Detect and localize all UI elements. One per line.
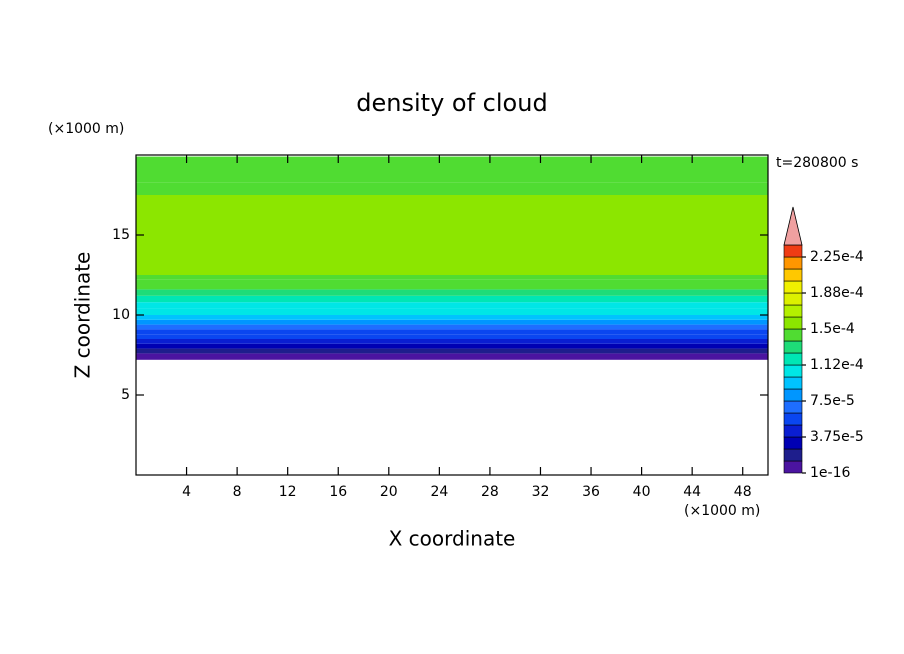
colorbar-box (783, 364, 803, 378)
contour-band (136, 195, 768, 275)
x-tick-label: 48 (734, 484, 752, 500)
colorbar-tick-label: 2.25e-4 (810, 249, 864, 265)
x-tick-label: 40 (633, 484, 651, 500)
x-tick-label: 16 (329, 484, 347, 500)
x-tick-label: 20 (380, 484, 398, 500)
x-tick-label: 44 (683, 484, 701, 500)
contour-band (136, 302, 768, 309)
colorbar-box (783, 436, 803, 450)
colorbar-tick-label: 1.12e-4 (810, 357, 864, 373)
colorbar-tick-label: 1e-16 (810, 465, 850, 481)
x-tick-label: 36 (582, 484, 600, 500)
colorbar-box (783, 292, 803, 306)
contour-band (136, 353, 768, 360)
contour-band (136, 308, 768, 315)
chart-title: density of cloud (356, 89, 547, 117)
contour-band (136, 295, 768, 303)
x-tick-label: 28 (481, 484, 499, 500)
x-tick-label: 4 (182, 484, 191, 500)
colorbar-box (783, 388, 803, 402)
colorbar-tick-label: 3.75e-5 (810, 429, 864, 445)
colorbar-extension (783, 206, 803, 246)
contour-band (136, 156, 768, 183)
colorbar-box (783, 400, 803, 414)
x-tick-label: 8 (233, 484, 242, 500)
colorbar-tick-label: 1.88e-4 (810, 285, 864, 301)
colorbar-box (783, 268, 803, 282)
y-unit: (×1000 m) (48, 121, 124, 137)
colorbar-box (783, 304, 803, 318)
contour-band (136, 348, 768, 354)
contour-band (136, 319, 768, 325)
colorbar-box (783, 328, 803, 342)
contour-band (136, 279, 768, 290)
x-unit: (×1000 m) (684, 503, 760, 519)
colorbar-box (783, 352, 803, 366)
colorbar-box (783, 316, 803, 330)
x-tick-label: 12 (279, 484, 297, 500)
y-tick-label: 5 (121, 387, 130, 403)
time-label: t=280800 s (776, 155, 858, 171)
x-axis-label: X coordinate (389, 527, 516, 551)
x-tick-label: 24 (430, 484, 448, 500)
colorbar-box (783, 412, 803, 426)
x-tick-label: 32 (532, 484, 550, 500)
colorbar-tick-label: 1.5e-4 (810, 321, 855, 337)
colorbar-box (783, 340, 803, 354)
colorbar-box (783, 244, 803, 258)
contour-band (136, 315, 768, 320)
colorbar-box (783, 256, 803, 270)
colorbar-box (783, 280, 803, 294)
contour-band (136, 339, 768, 344)
y-tick-label: 15 (112, 227, 130, 243)
contour-band (136, 275, 768, 280)
contour-band (136, 182, 768, 195)
y-tick-label: 10 (112, 307, 130, 323)
colorbar-box (783, 460, 803, 474)
colorbar-tick-label: 7.5e-5 (810, 393, 855, 409)
contour-band (136, 324, 768, 330)
contour-band (136, 343, 768, 349)
y-axis-label: Z coordinate (71, 252, 95, 379)
contour-band (136, 329, 768, 335)
colorbar-box (783, 376, 803, 390)
colorbar-box (783, 448, 803, 462)
colorbar-box (783, 424, 803, 438)
contour-band (136, 289, 768, 296)
contour-band (136, 334, 768, 339)
